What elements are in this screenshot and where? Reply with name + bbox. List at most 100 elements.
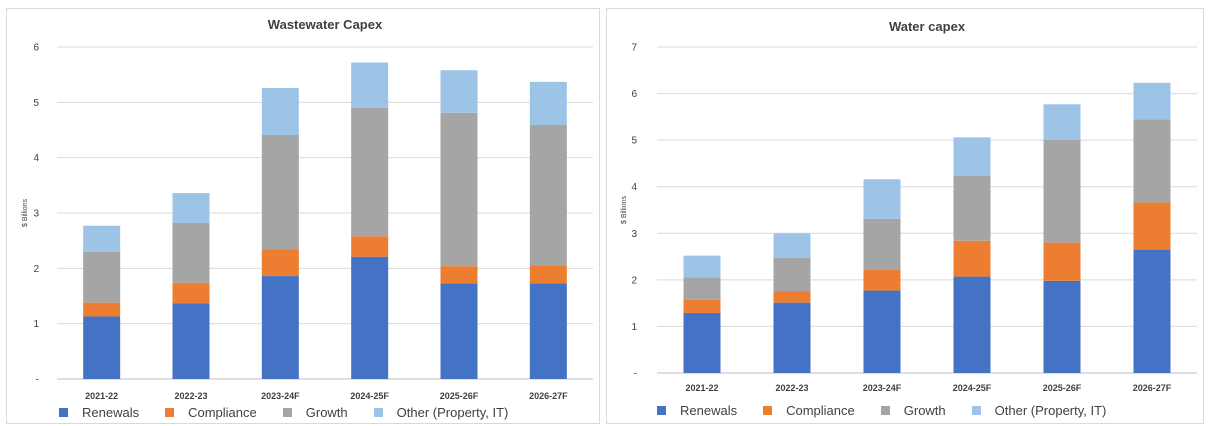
chart-title: Water capex [889,19,966,34]
x-tick-label: 2021-22 [85,391,118,401]
bar-compliance [953,240,991,277]
x-tick-label: 2024-25F [350,391,389,401]
bar-renewals [683,312,721,373]
y-tick-label: - [36,375,39,386]
bar-other-property-it [953,137,991,177]
x-tick-label: 2025-26F [440,391,479,401]
legend-label: Renewals [82,405,140,420]
bar-compliance [351,236,389,257]
bar-other-property-it [440,70,478,113]
bar-other-property-it [351,62,389,108]
legend-label: Growth [903,403,946,418]
legend-item: Growth [880,403,946,418]
legend-item: Compliance [165,405,257,420]
bar-other-property-it [863,179,901,219]
bar-other-property-it [529,81,567,126]
x-tick-label: 2021-22 [685,383,718,393]
bar-compliance [172,282,210,304]
legend-item: Growth [282,405,348,420]
bar-other-property-it [1043,104,1081,140]
legend-label: Other (Property, IT) [396,405,509,420]
bar-renewals [83,316,121,379]
legend-label: Growth [305,405,348,420]
y-tick-label: 3 [631,229,637,240]
bar-compliance [863,269,901,291]
bar-compliance [261,249,299,277]
legend-swatch [880,406,890,415]
legend-label: Compliance [188,405,257,420]
wastewater-capex-chart: - 1 2 3 4 5 6 Wastewater Capex $ Billions 2021-22… [6,8,600,424]
bar-renewals [529,283,567,379]
y-axis-label: $ Billions [22,198,29,227]
bar-other-property-it [261,87,299,135]
chart-title: Wastewater Capex [268,17,383,32]
x-tick-label: 2025-26F [1043,383,1082,393]
wastewater-legend: Renewals Compliance Growth Other (Property,… [7,405,599,420]
bar-other-property-it [172,193,210,223]
bar-growth [863,218,901,270]
legend-swatch [165,408,175,417]
bar-compliance [1133,202,1171,250]
y-tick-label: 4 [33,153,39,164]
bar-growth [1133,119,1171,203]
bar-renewals [773,302,811,373]
x-tick-label: 2022-23 [174,391,207,401]
y-tick-label: 4 [631,182,637,193]
bar-growth [172,222,210,283]
bar-renewals [351,256,389,379]
y-tick-label: 7 [631,43,637,54]
water-capex-plot: - 1 2 3 4 5 6 7 Water capex $ Billions 2021-22 2022… [621,19,1197,393]
x-tick-label: 2026-27F [1133,383,1172,393]
bar-compliance [773,291,811,303]
y-tick-label: 3 [33,209,39,220]
water-capex-chart: - 1 2 3 4 5 6 7 Water capex $ Billions 2021-22 2022… [606,8,1204,424]
bar-other-property-it [1133,82,1171,120]
bar-growth [1043,139,1081,243]
y-tick-label: 2 [631,275,637,286]
bar-growth [261,134,299,250]
bar-renewals [1043,280,1081,373]
bar-compliance [83,302,121,317]
legend-label: Compliance [786,403,855,418]
y-tick-label: 5 [33,98,39,109]
bar-growth [83,251,121,303]
x-tick-label: 2026-27F [529,391,568,401]
water-legend: Renewals Compliance Growth Other (Property,… [607,403,1203,418]
legend-swatch [763,406,773,415]
bar-renewals [1133,249,1171,373]
legend-item: Compliance [763,403,855,418]
y-axis-label: $ Billions [621,195,628,224]
y-tick-label: 1 [631,322,637,333]
bar-other-property-it [773,233,811,258]
x-tick-label: 2024-25F [953,383,992,393]
bar-compliance [683,299,721,313]
legend-swatch [657,406,666,415]
y-tick-label: 2 [33,264,39,275]
y-tick-label: 1 [33,319,39,330]
bar-other-property-it [683,255,721,278]
legend-label: Other (Property, IT) [994,403,1107,418]
bar-compliance [1043,242,1081,281]
legend-item: Renewals [657,403,737,418]
legend-swatch [373,408,383,417]
bar-growth [773,257,811,292]
bar-growth [440,112,478,267]
x-tick-label: 2022-23 [775,383,808,393]
bar-growth [683,277,721,300]
bar-renewals [953,276,991,373]
bar-growth [529,125,567,266]
bar-compliance [529,265,567,284]
bar-other-property-it [83,225,121,252]
legend-swatch [59,408,68,417]
x-tick-label: 2023-24F [863,383,902,393]
bar-renewals [261,276,299,379]
bar-renewals [863,290,901,373]
y-tick-label: - [634,369,637,380]
y-tick-label: 6 [631,89,637,100]
y-tick-label: 5 [631,136,637,147]
bar-growth [351,107,389,237]
wastewater-capex-plot: - 1 2 3 4 5 6 Wastewater Capex $ Billions 2021-22… [22,17,593,401]
legend-item: Renewals [59,405,139,420]
legend-swatch [282,408,292,417]
legend-swatch [971,406,981,415]
